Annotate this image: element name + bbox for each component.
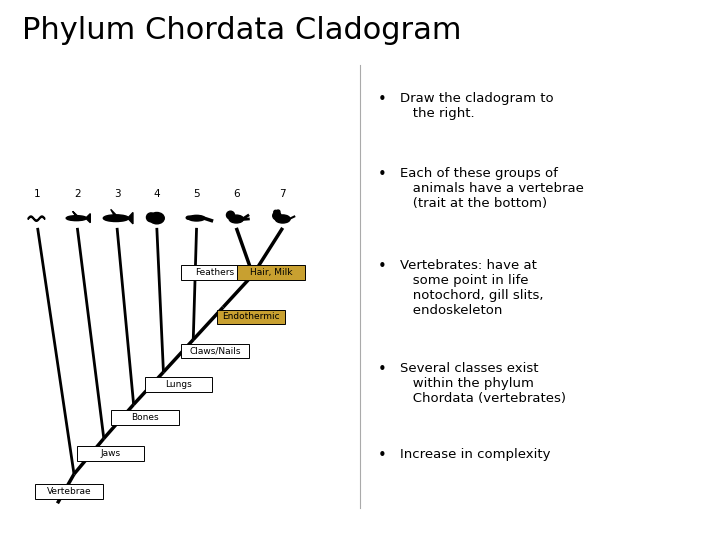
Text: Increase in complexity: Increase in complexity <box>400 448 550 461</box>
Text: Several classes exist
   within the phylum
   Chordata (vertebrates): Several classes exist within the phylum … <box>400 362 566 405</box>
FancyBboxPatch shape <box>181 343 248 359</box>
Text: Feathers: Feathers <box>195 268 234 277</box>
Polygon shape <box>127 212 133 224</box>
Ellipse shape <box>149 212 164 224</box>
Text: Jaws: Jaws <box>100 449 120 457</box>
Text: 1: 1 <box>35 188 41 199</box>
FancyBboxPatch shape <box>181 265 248 280</box>
Ellipse shape <box>229 215 243 223</box>
Text: 3: 3 <box>114 188 120 199</box>
Ellipse shape <box>275 215 290 223</box>
FancyBboxPatch shape <box>238 265 305 280</box>
Text: Hair, Milk: Hair, Milk <box>250 268 292 277</box>
Circle shape <box>274 210 277 214</box>
Text: Vertebrae: Vertebrae <box>47 488 91 496</box>
Text: Each of these groups of
   animals have a vertebrae
   (trait at the bottom): Each of these groups of animals have a v… <box>400 167 583 211</box>
Text: Bones: Bones <box>132 413 159 422</box>
Circle shape <box>276 210 280 214</box>
Circle shape <box>146 213 156 222</box>
FancyBboxPatch shape <box>35 484 103 500</box>
Text: •: • <box>378 259 387 274</box>
Circle shape <box>227 211 235 219</box>
Text: Endothermic: Endothermic <box>222 313 280 321</box>
FancyBboxPatch shape <box>76 446 144 461</box>
Circle shape <box>273 212 281 220</box>
Text: 5: 5 <box>193 188 200 199</box>
Text: Draw the cladogram to
   the right.: Draw the cladogram to the right. <box>400 92 553 120</box>
Ellipse shape <box>189 215 205 221</box>
Text: 2: 2 <box>74 188 81 199</box>
Text: Lungs: Lungs <box>165 380 192 389</box>
Text: 7: 7 <box>279 188 286 199</box>
Ellipse shape <box>103 215 129 221</box>
Ellipse shape <box>186 216 192 219</box>
Polygon shape <box>86 214 90 222</box>
Polygon shape <box>73 211 77 215</box>
FancyBboxPatch shape <box>112 410 179 425</box>
Text: 4: 4 <box>153 188 160 199</box>
FancyBboxPatch shape <box>145 377 212 392</box>
Text: Vertebrates: have at
   some point in life
   notochord, gill slits,
   endoskel: Vertebrates: have at some point in life … <box>400 259 543 317</box>
Text: Phylum Chordata Cladogram: Phylum Chordata Cladogram <box>22 16 461 45</box>
Text: Claws/Nails: Claws/Nails <box>189 347 240 355</box>
Text: 6: 6 <box>233 188 240 199</box>
Text: •: • <box>378 448 387 463</box>
FancyBboxPatch shape <box>217 309 285 325</box>
Text: •: • <box>378 92 387 107</box>
Text: •: • <box>378 167 387 183</box>
Text: •: • <box>378 362 387 377</box>
Ellipse shape <box>66 215 86 221</box>
Polygon shape <box>111 210 116 215</box>
